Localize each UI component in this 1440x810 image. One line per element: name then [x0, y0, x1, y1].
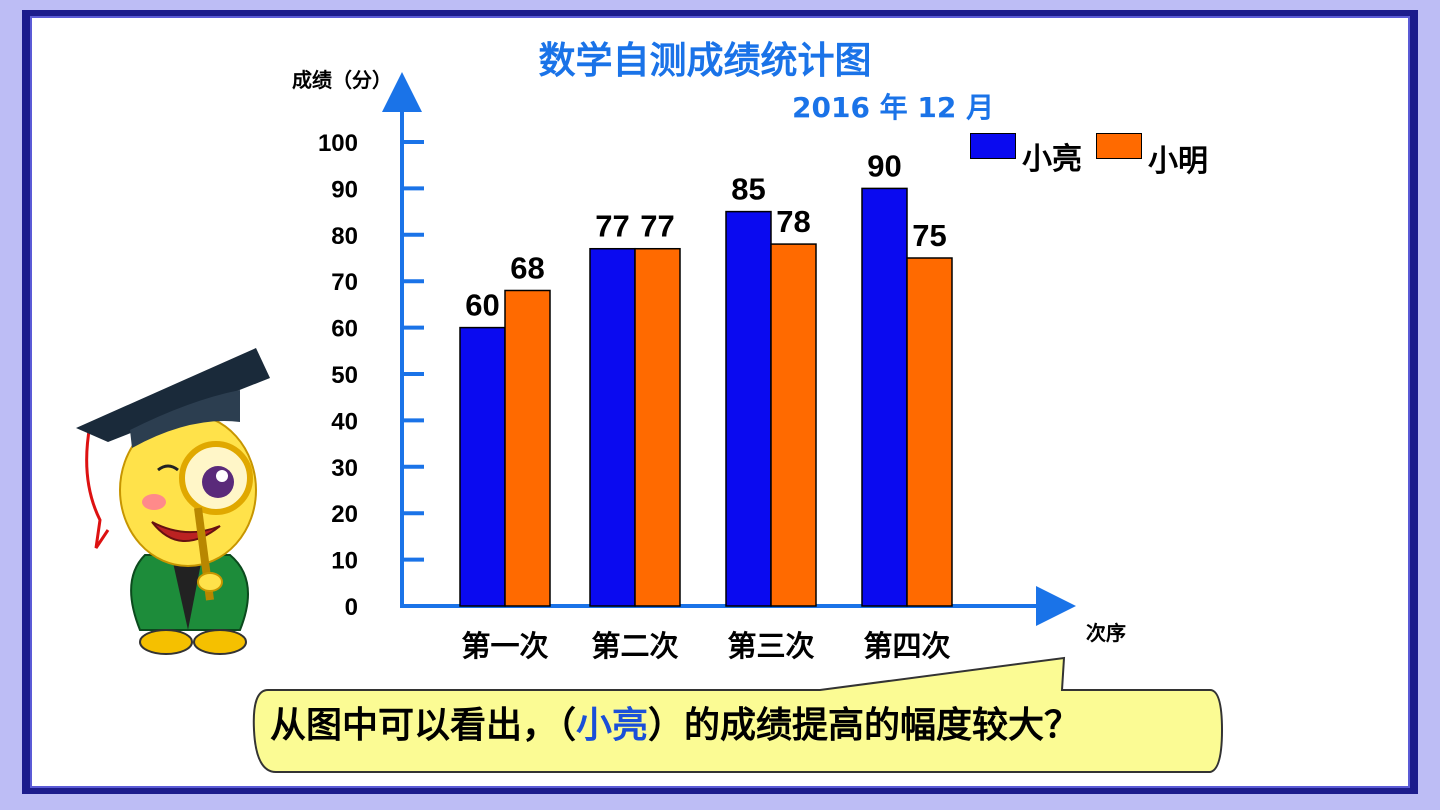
y-tick-label: 100: [318, 130, 358, 157]
callout-question: 从图中可以看出，（小亮）的成绩提高的幅度较大？: [270, 696, 1080, 748]
bar-xiaoming-3: [770, 243, 817, 607]
x-tick-label: 第二次: [591, 629, 678, 663]
callout-before: 从图中可以看出，（: [270, 705, 577, 746]
callout-after: ）的成绩提高的幅度较大？: [648, 705, 1081, 746]
callout-answer: 小亮: [576, 705, 649, 746]
y-tick-label: 10: [331, 548, 358, 575]
x-tick-label: 第四次: [863, 629, 950, 663]
y-tick-label: 70: [331, 269, 358, 296]
data-label: 77: [640, 209, 674, 244]
y-tick-label: 20: [331, 501, 358, 528]
legend-label-xiaoliang: 小亮: [1022, 142, 1082, 177]
bar-xiaoliang-1: [459, 326, 506, 607]
legend-swatch-xiaoliang: [970, 133, 1016, 159]
chart-title: 数学自测成绩统计图: [538, 39, 872, 82]
data-label: 77: [595, 209, 629, 244]
bar-xiaoming-2: [634, 247, 681, 607]
data-label: 90: [867, 148, 901, 183]
graduate-mascot-with-magnifier-icon: [76, 348, 270, 655]
y-tick-label: 60: [331, 316, 358, 343]
y-tick-label: 0: [345, 594, 358, 621]
data-label: 75: [912, 218, 946, 253]
legend-label-xiaoming: 小明: [1148, 144, 1208, 179]
bar-xiaoliang-3: [725, 210, 772, 607]
bar-xiaoming-1: [504, 289, 551, 607]
x-tick-label: 第一次: [461, 629, 548, 663]
y-tick-label: 40: [331, 408, 358, 435]
slide-border: [22, 10, 1418, 794]
x-tick-label: 第三次: [727, 629, 814, 663]
data-label: 68: [510, 250, 544, 285]
y-axis-label: 成绩（分）: [292, 68, 392, 92]
data-label: 60: [465, 288, 499, 323]
bar-xiaoliang-2: [589, 247, 636, 607]
y-tick-label: 50: [331, 362, 358, 389]
bar-xiaoliang-4: [861, 187, 908, 607]
y-tick-label: 90: [331, 176, 358, 203]
legend-swatch-xiaoming: [1096, 133, 1142, 159]
bar-xiaoming-4: [906, 257, 953, 607]
y-tick-label: 30: [331, 455, 358, 482]
x-axis-label: 次序: [1086, 621, 1126, 645]
data-label: 78: [776, 204, 810, 239]
y-tick-label: 80: [331, 223, 358, 250]
data-label: 85: [731, 172, 765, 207]
slide-canvas: [30, 16, 1410, 788]
chart-subtitle: 2016 年 12 月: [792, 91, 995, 124]
